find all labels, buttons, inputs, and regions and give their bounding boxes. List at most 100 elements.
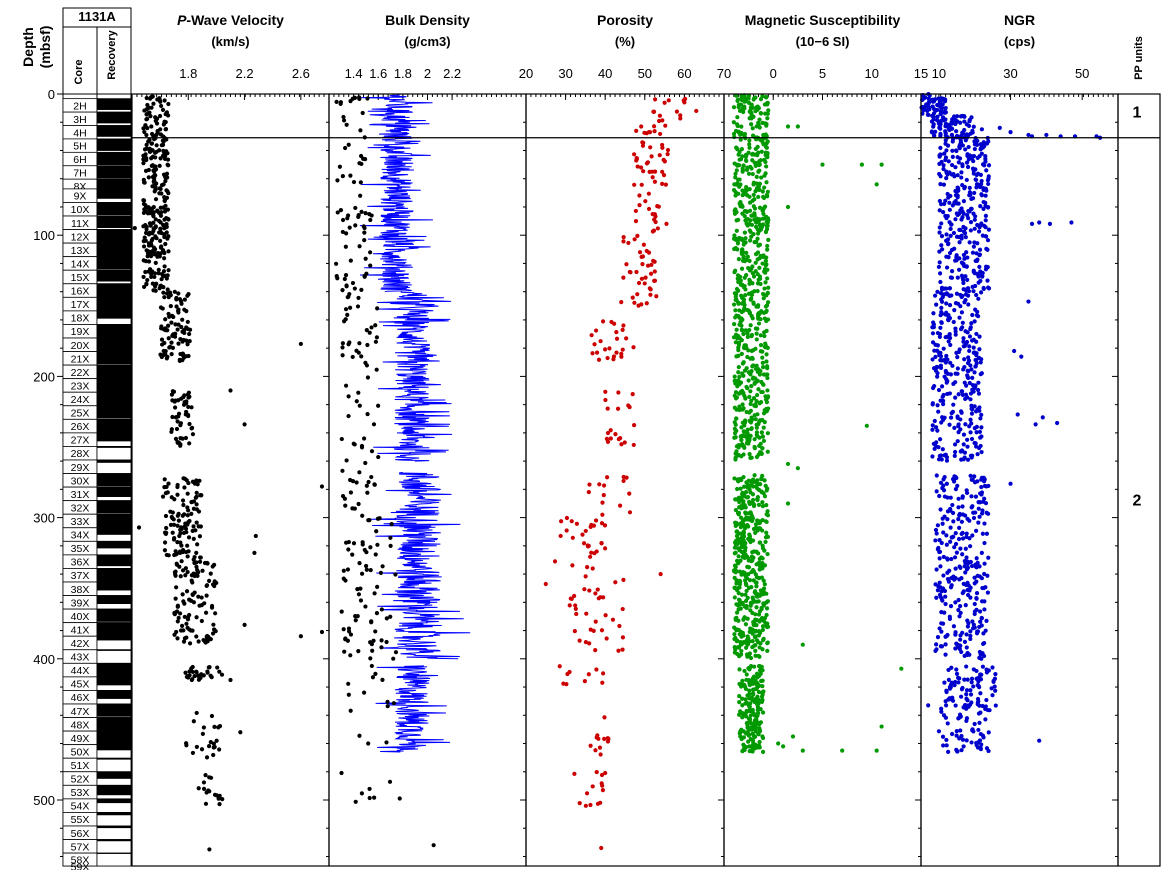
data-point xyxy=(153,184,158,190)
data-point xyxy=(738,274,743,279)
data-point xyxy=(983,203,988,209)
data-point xyxy=(181,599,186,604)
data-point xyxy=(154,143,159,148)
depth-tick-label: 300 xyxy=(33,511,55,526)
data-point xyxy=(206,744,212,749)
data-point xyxy=(955,155,960,160)
data-point xyxy=(150,269,155,274)
data-point xyxy=(968,363,973,368)
data-point xyxy=(203,801,209,806)
data-point xyxy=(371,422,377,427)
data-point xyxy=(758,333,763,338)
data-point xyxy=(749,483,754,488)
data-point xyxy=(762,333,767,339)
data-point xyxy=(957,736,962,741)
data-point xyxy=(955,185,960,190)
data-point xyxy=(359,571,365,576)
data-point xyxy=(600,512,605,517)
data-point xyxy=(186,404,191,410)
data-point xyxy=(760,566,765,571)
data-point xyxy=(978,360,983,365)
data-point xyxy=(741,617,746,622)
core-label: 18X xyxy=(71,313,90,325)
data-point xyxy=(163,178,168,184)
data-point xyxy=(744,221,749,226)
data-point xyxy=(170,530,175,535)
panel-unit: (cps) xyxy=(1004,34,1035,49)
data-point xyxy=(756,183,761,188)
data-point xyxy=(182,614,187,619)
data-point xyxy=(760,349,765,354)
data-point xyxy=(599,628,605,633)
data-point xyxy=(975,560,980,566)
data-point xyxy=(738,710,743,715)
data-point xyxy=(601,483,607,488)
data-point xyxy=(763,229,769,234)
data-point xyxy=(742,131,748,137)
data-point xyxy=(747,194,752,199)
data-point xyxy=(795,466,800,471)
data-point xyxy=(378,570,383,576)
data-point xyxy=(940,516,945,521)
data-point xyxy=(597,482,602,487)
data-point xyxy=(979,192,984,197)
data-point xyxy=(745,254,750,259)
data-point xyxy=(943,312,948,317)
data-point xyxy=(760,697,765,703)
data-point xyxy=(760,678,765,683)
data-point xyxy=(733,340,738,345)
data-point xyxy=(385,699,390,704)
core-label: 55X xyxy=(71,814,90,826)
data-point xyxy=(938,98,944,103)
data-point xyxy=(201,780,207,785)
data-point xyxy=(343,244,348,249)
data-point xyxy=(982,143,987,149)
data-point xyxy=(362,436,367,441)
data-point xyxy=(764,328,769,333)
data-point xyxy=(208,571,213,576)
data-point xyxy=(760,500,765,505)
data-point xyxy=(185,625,190,630)
core-label: 31X xyxy=(71,489,90,501)
data-point xyxy=(933,354,938,359)
data-point xyxy=(181,628,186,633)
data-point xyxy=(190,750,196,756)
data-point xyxy=(942,474,947,480)
data-point xyxy=(734,395,739,400)
data-point xyxy=(356,295,361,301)
data-point xyxy=(941,163,946,168)
data-point xyxy=(981,631,986,636)
data-point xyxy=(965,164,971,170)
data-point xyxy=(959,273,965,278)
data-point xyxy=(965,624,971,629)
data-point xyxy=(142,207,147,212)
data-point xyxy=(740,154,745,159)
data-point xyxy=(209,713,215,719)
data-point xyxy=(962,677,967,682)
recovery-column-label: Recovery xyxy=(106,29,118,79)
data-point xyxy=(740,494,745,500)
data-point xyxy=(162,340,167,346)
data-point xyxy=(350,280,356,286)
recovery-bar xyxy=(97,636,131,641)
data-point xyxy=(367,330,372,335)
data-point xyxy=(750,271,755,276)
core-label: 9X xyxy=(74,191,87,203)
data-point xyxy=(948,685,953,690)
data-point xyxy=(954,211,959,216)
data-point xyxy=(742,548,748,553)
data-point xyxy=(939,629,944,634)
data-point xyxy=(960,504,965,509)
data-point xyxy=(748,238,753,243)
data-point xyxy=(922,107,927,112)
data-point xyxy=(939,311,945,316)
data-point xyxy=(186,535,192,540)
data-point xyxy=(373,671,378,676)
data-point xyxy=(971,244,976,249)
data-point xyxy=(605,355,610,361)
data-point xyxy=(175,492,180,497)
data-point xyxy=(950,139,955,144)
data-point xyxy=(181,395,186,400)
data-point xyxy=(574,611,579,617)
